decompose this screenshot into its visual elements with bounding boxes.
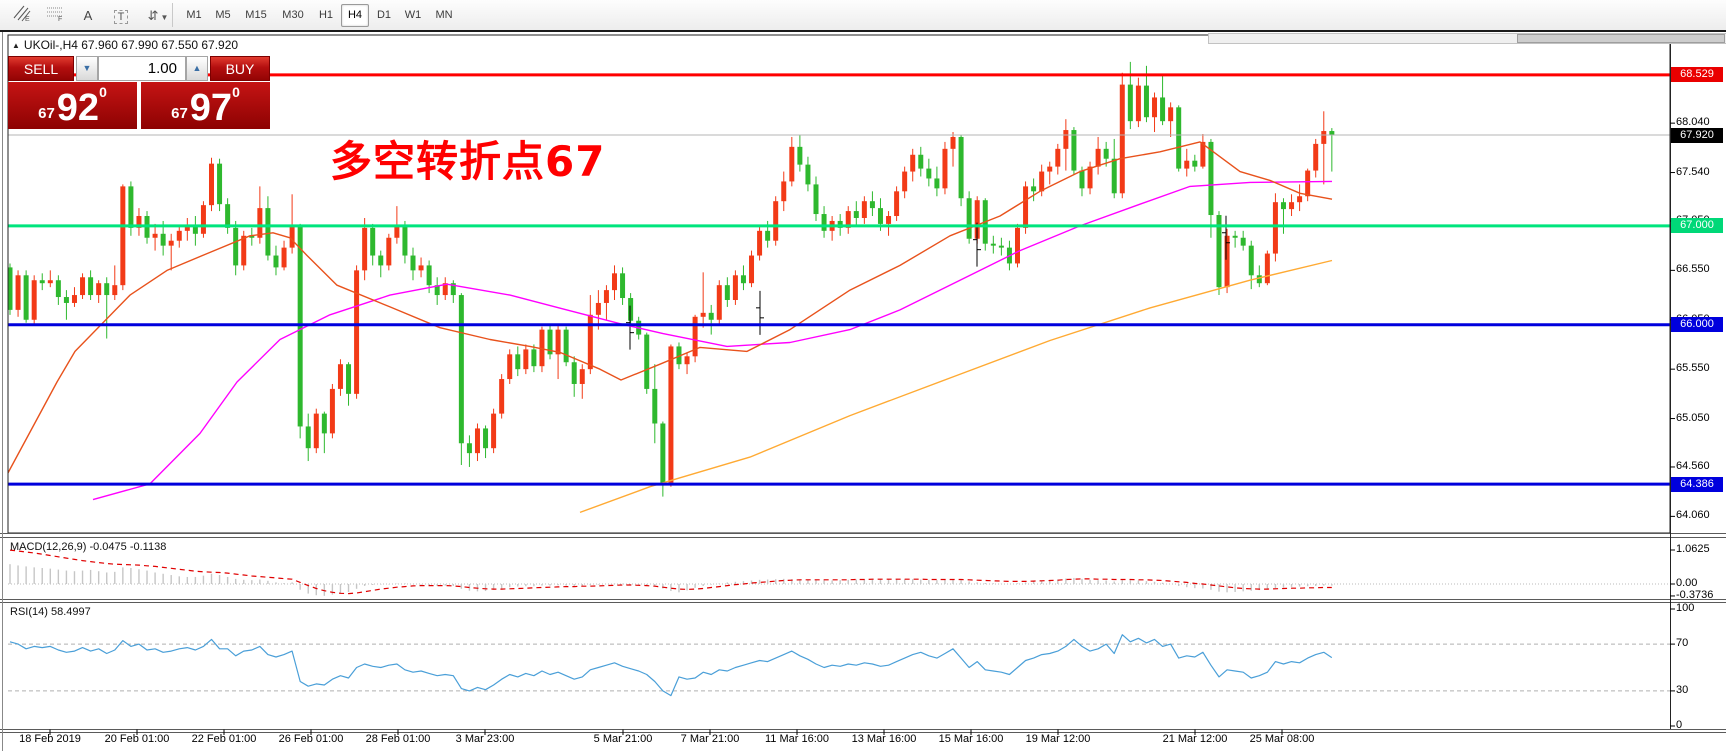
time-axis-label: 15 Mar 16:00 [938,733,1004,745]
timeframe-m15-button[interactable]: M15 [245,9,267,21]
price-badge-67.000: 67.000 [1671,218,1723,234]
time-axis-label: 21 Mar 12:00 [1162,733,1228,745]
rsi-axis-label: 0 [1676,719,1683,731]
toolbar: E F A T ⇵ ▼ M1 M5 M15 M30 H1 H4 D1 W1 MN [0,0,1726,31]
price-badge-64.386: 64.386 [1671,476,1723,492]
timeframe-m30-button[interactable]: M30 [282,9,304,21]
rsi-indicator-label: RSI(14) 58.4997 [10,606,91,618]
time-axis-label: 5 Mar 21:00 [593,733,653,745]
price-axis-label: 68.040 [1676,116,1710,129]
chart-plot-area[interactable] [0,32,1726,751]
macd-axis-label: 1.0625 [1676,543,1710,555]
macd-axis-label: -0.3736 [1676,588,1714,601]
timeframe-h1-button[interactable]: H1 [318,9,334,21]
timeframe-m5-button[interactable]: M5 [215,9,231,21]
time-axis-label: 11 Mar 16:00 [764,733,830,745]
buy-price-main: 97 [189,87,233,129]
equidistant-channel-tool-icon[interactable]: E [6,3,38,29]
sell-button[interactable]: SELL [8,56,74,81]
price-axis-label: 66.550 [1676,263,1710,276]
price-axis-label: 65.050 [1676,411,1710,424]
sell-price-prefix: 67 [38,105,55,122]
timeframe-mn-button[interactable]: MN [435,9,453,21]
macd-indicator-label: MACD(12,26,9) -0.0475 -0.1138 [10,541,167,553]
svg-text:F: F [58,16,62,22]
time-axis-label: 3 Mar 23:00 [455,733,515,745]
buy-price-prefix: 67 [171,105,188,122]
macd-axis-label: 0.00 [1676,577,1698,589]
rsi-axis-label: 30 [1676,683,1689,696]
buy-price-button[interactable]: 67 97 0 [141,82,270,129]
price-axis-label: 64.560 [1676,459,1710,472]
time-axis-label: 28 Feb 01:00 [365,733,431,745]
timeframe-d1-button[interactable]: D1 [376,9,392,21]
scrollbar-thumb[interactable] [1517,34,1725,43]
collapse-arrow-icon[interactable]: ▲ [12,41,20,50]
toolbar-separator [172,3,173,27]
time-axis-label: 26 Feb 01:00 [278,733,344,745]
price-axis-label: 67.540 [1676,165,1710,178]
horizontal-scrollbar[interactable] [1208,33,1726,44]
sell-price-button[interactable]: 67 92 0 [8,82,137,129]
volume-input[interactable] [98,56,186,81]
volume-increment-button[interactable]: ▲ [186,56,208,81]
time-axis-label: 25 Mar 08:00 [1249,733,1315,745]
buy-button[interactable]: BUY [210,56,270,81]
price-axis-label: 65.550 [1676,362,1710,375]
time-axis-label: 22 Feb 01:00 [191,733,257,745]
volume-decrement-button[interactable]: ▼ [76,56,98,81]
time-axis-label: 7 Mar 21:00 [680,733,740,745]
text-label-tool-icon[interactable]: A [83,8,93,23]
rsi-axis-label: 70 [1676,637,1689,650]
price-badge-68.529: 68.529 [1671,67,1723,83]
timeframe-m1-button[interactable]: M1 [186,9,202,21]
chart-window: ▲ UKOil-,H4 67.960 67.990 67.550 67.920 S… [0,30,1726,751]
timeframe-w1-button[interactable]: W1 [404,9,422,21]
time-axis-label: 20 Feb 01:00 [104,733,170,745]
rsi-axis-label: 100 [1676,602,1695,614]
time-axis-label: 18 Feb 2019 [19,733,81,745]
price-badge-66.000: 66.000 [1671,317,1723,333]
trade-controls-row: SELL ▼ ▲ BUY [8,56,270,81]
svg-text:E: E [25,16,30,22]
buy-price-superscript: 0 [232,84,240,100]
chart-symbol-header[interactable]: ▲ UKOil-,H4 67.960 67.990 67.550 67.920 [12,38,238,52]
price-axis-label: 64.060 [1676,509,1710,522]
time-axis-label: 19 Mar 12:00 [1025,733,1091,745]
sell-price-superscript: 0 [99,84,107,100]
arrow-objects-tool-icon[interactable]: ⇵ ▼ [147,8,169,23]
price-badge-67.920: 67.920 [1671,127,1723,143]
symbol-ohlc-text: UKOil-,H4 67.960 67.990 67.550 67.920 [23,38,239,52]
time-axis-label: 13 Mar 16:00 [851,733,917,745]
chart-annotation: 多空转折点67 [330,137,606,186]
timeframe-h4-button[interactable]: H4 [341,4,369,27]
text-box-tool-icon[interactable]: T [105,3,137,29]
sell-price-main: 92 [56,87,100,129]
fibonacci-tool-icon[interactable]: F [39,3,71,29]
